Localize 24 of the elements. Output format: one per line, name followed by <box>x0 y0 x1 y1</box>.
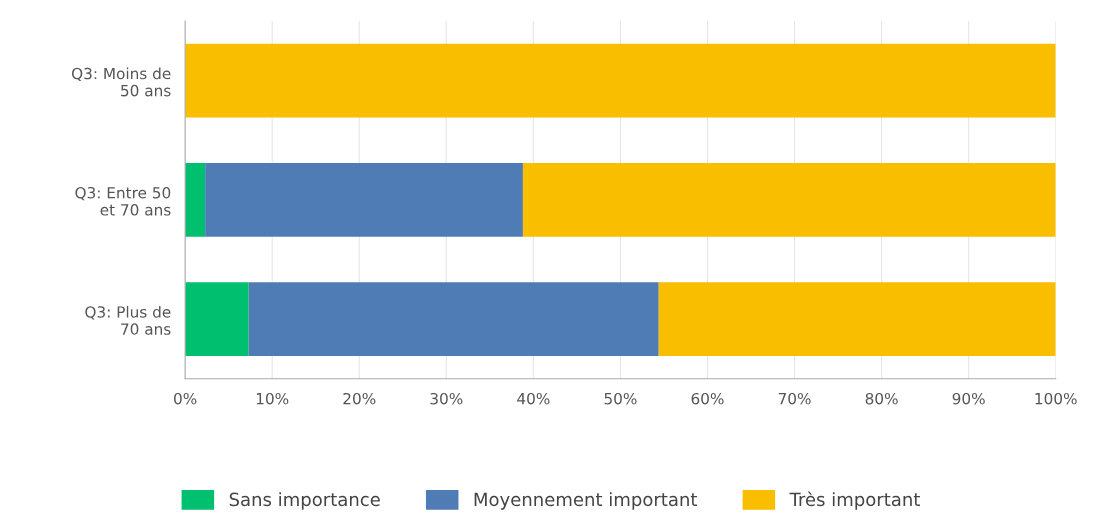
bar <box>185 43 1056 118</box>
y-tick-label: Q3: Moins de 50 ans <box>71 67 171 97</box>
x-tick-label: 60% <box>691 392 724 405</box>
x-tick-label: 80% <box>865 392 898 405</box>
legend-label: Très important <box>789 491 920 510</box>
x-tick-label: 50% <box>604 392 637 405</box>
x-tick-label: 20% <box>343 392 376 405</box>
bar <box>185 282 249 357</box>
x-tick-label: 100% <box>1035 392 1077 405</box>
x-tick-label: 0% <box>174 392 197 405</box>
bar <box>248 282 659 357</box>
bar <box>522 162 1056 237</box>
bar <box>658 282 1056 357</box>
y-tick-label: Q3: Entre 50 et 70 ans <box>75 186 171 216</box>
legend-label: Sans importance <box>229 492 380 510</box>
y-tick-label: Q3: Plus de 70 ans <box>85 305 171 335</box>
bar <box>205 162 523 237</box>
legend-label: Moyennement important <box>474 492 698 510</box>
x-tick-label: 30% <box>430 392 463 405</box>
x-tick-label: 40% <box>517 392 550 405</box>
x-tick-label: 70% <box>778 392 811 405</box>
x-tick-label: 10% <box>256 392 289 405</box>
bar <box>185 162 206 237</box>
x-tick-label: 90% <box>952 392 985 405</box>
